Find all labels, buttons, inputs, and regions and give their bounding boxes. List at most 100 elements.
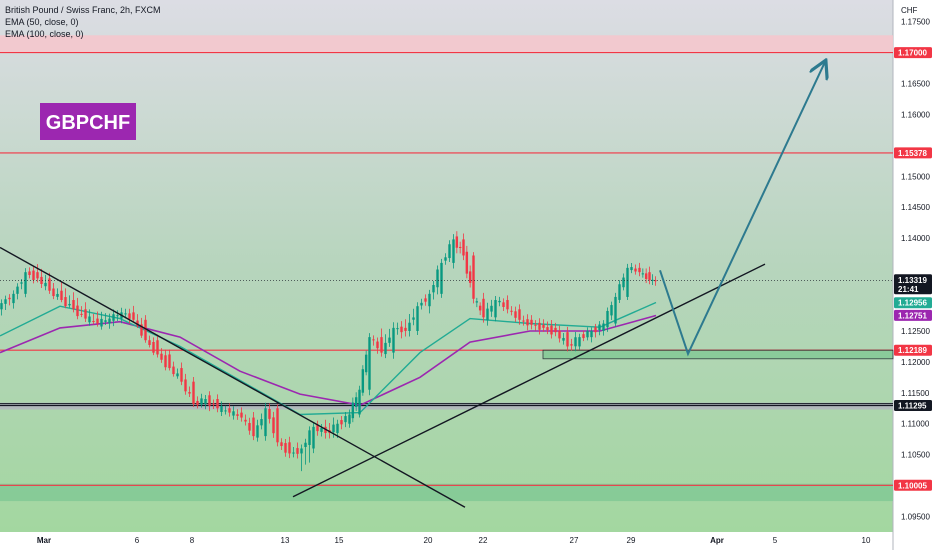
legend-ema50: EMA (50, close, 0) — [5, 17, 79, 27]
candle-body — [472, 255, 475, 299]
legend: British Pound / Swiss Franc, 2h, FXCM EM… — [5, 5, 161, 39]
candle-body — [220, 406, 223, 412]
candle-body — [440, 262, 443, 294]
candle-body — [140, 324, 143, 336]
candle-body — [392, 327, 395, 353]
candle-body — [562, 337, 565, 341]
candle-body — [358, 389, 361, 415]
candle-body — [168, 354, 171, 369]
candle-body — [296, 448, 299, 454]
candle-body — [204, 399, 207, 404]
price-tag-label: 1.12189 — [898, 346, 927, 355]
candle-body — [132, 312, 135, 320]
projection-arrow[interactable] — [659, 62, 825, 357]
candle-body — [368, 337, 371, 390]
candle-body — [76, 305, 79, 317]
price-tag-box — [894, 274, 932, 295]
candle-body — [351, 402, 355, 419]
zones-layer — [0, 35, 893, 502]
x-tick-label: 6 — [135, 536, 140, 545]
legend-symbol: British Pound / Swiss Franc, 2h, FXCM — [5, 5, 161, 15]
candle-body — [176, 373, 179, 377]
x-tick-label: 29 — [627, 536, 636, 545]
candle-body — [12, 293, 15, 304]
candle-body — [376, 341, 379, 349]
y-tick-label: 1.11500 — [901, 389, 930, 398]
candle-body — [240, 412, 243, 418]
candle-body — [268, 409, 271, 419]
candle-body — [16, 286, 19, 294]
candle-body — [260, 419, 263, 426]
x-tick-label: 20 — [424, 536, 433, 545]
candle-body — [502, 302, 505, 307]
candle-body — [228, 408, 231, 413]
candle-body — [538, 322, 541, 330]
legend-ema100: EMA (100, close, 0) — [5, 29, 84, 39]
candle-body — [626, 267, 629, 297]
candle-body — [212, 403, 215, 405]
y-tick-label: 1.11000 — [901, 420, 930, 429]
candle-body — [112, 314, 115, 321]
x-tick-label: 27 — [570, 536, 579, 545]
candle-body — [478, 305, 482, 311]
candle-body — [128, 313, 131, 319]
candle-body — [412, 317, 415, 320]
candle-body — [522, 320, 525, 322]
price-tag-label: 1.15378 — [898, 149, 927, 158]
support-box — [542, 349, 894, 360]
y-tick-label: 1.14500 — [901, 203, 930, 212]
candle-body — [340, 420, 343, 425]
candle-body — [104, 320, 107, 322]
candle-body — [92, 320, 95, 322]
candle-body — [152, 342, 155, 353]
candle-body — [124, 313, 127, 315]
candle-body — [232, 411, 235, 416]
candle-body — [630, 267, 633, 271]
candle-body — [654, 280, 657, 282]
x-tick-label: 8 — [190, 536, 195, 545]
candle-body — [136, 320, 139, 326]
candle-body — [400, 326, 403, 333]
price-tag-label: 1.17000 — [898, 49, 927, 58]
ema50-line — [0, 301, 657, 416]
candle-body — [64, 297, 67, 307]
candle-body — [606, 310, 609, 328]
candle-body — [462, 239, 465, 256]
candle-body — [550, 325, 553, 335]
candle-body — [96, 318, 99, 324]
candle-body — [610, 305, 613, 316]
y-tick-label: 1.09500 — [901, 513, 930, 522]
candle-body — [272, 417, 275, 434]
plot-background — [0, 0, 893, 532]
candle-body — [264, 408, 267, 437]
symbol-badge: GBPCHF — [40, 103, 136, 140]
candle-body — [482, 298, 485, 318]
x-tick-label: Mar — [37, 536, 51, 545]
candle-body — [52, 288, 55, 297]
candle-body — [558, 330, 561, 339]
candle-body — [468, 271, 472, 283]
candle-body — [432, 285, 435, 293]
price-tag-box — [894, 47, 932, 59]
candle-body — [494, 300, 497, 318]
candle-body — [4, 299, 7, 304]
candle-body — [651, 279, 654, 281]
candle-body — [148, 340, 151, 345]
candle-body — [304, 442, 307, 448]
candle-body — [288, 442, 291, 454]
candle-body — [188, 392, 191, 394]
candle-body — [36, 272, 39, 279]
candle-body — [48, 278, 51, 291]
candle-body — [60, 290, 63, 301]
price-tag-label: 1.13319 — [898, 276, 927, 285]
candle-body — [622, 277, 625, 288]
candle-body — [40, 276, 43, 284]
candle-body — [84, 309, 87, 319]
candle-body — [526, 319, 529, 326]
candle-body — [276, 408, 279, 443]
price-tag-box — [894, 297, 932, 309]
price-tag-label: 1.10005 — [898, 481, 927, 490]
x-tick-label: 22 — [479, 536, 488, 545]
